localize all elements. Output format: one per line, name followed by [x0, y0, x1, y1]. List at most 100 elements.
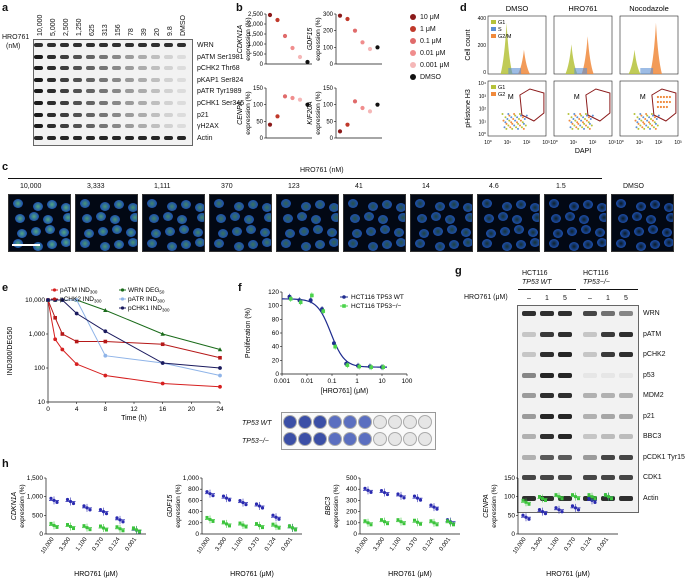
h-point: [544, 499, 547, 503]
panel-a-ylabel: HRO761: [2, 34, 30, 41]
g-band: [558, 331, 572, 337]
e-legend-subscript: 50: [159, 290, 165, 295]
blot-band: [164, 112, 173, 117]
blot-band: [112, 54, 121, 59]
b-ytick-label: 500: [253, 52, 264, 58]
e-ylabel: IND300/DEG50: [7, 327, 14, 376]
h-ytick-label: 100: [346, 520, 357, 527]
h-point: [402, 496, 406, 500]
d-gate-dot: [656, 100, 660, 104]
e-legend-label: pCHK2 IND300: [60, 296, 102, 304]
h-gene-label: GDF15: [167, 495, 174, 518]
e-point: [103, 339, 108, 344]
d-scatter-dot: [653, 116, 656, 119]
blot-band: [151, 54, 160, 59]
h-point: [369, 523, 373, 527]
c-nucleus: [396, 203, 405, 212]
blot-band: [47, 101, 56, 105]
f-legend-label: HCT116 TP53−/−: [351, 303, 402, 310]
d-gate-dot: [656, 95, 660, 99]
blot-band: [177, 124, 186, 129]
b-ytick-label: 0: [260, 62, 264, 68]
blot-row-label: pATM Ser1981: [197, 53, 244, 61]
b-unit-label: expression (%): [315, 91, 322, 134]
c-nucleus: [664, 203, 673, 212]
d-scatter-dot: [583, 127, 585, 130]
h-ytick-label: 600: [188, 497, 199, 504]
d-scatter-dot: [522, 122, 525, 125]
h-point: [382, 490, 387, 495]
g-band: [583, 372, 597, 378]
d-hist-peak: [500, 22, 513, 74]
d-scatter-dot: [646, 114, 649, 117]
d-top-ytick: 200: [478, 43, 487, 49]
g-row-label: pATM: [643, 330, 662, 338]
h-point: [65, 497, 70, 502]
d-hist-peak: [649, 22, 662, 74]
blot-row-label: WRN: [197, 42, 214, 49]
c-nucleus: [449, 240, 459, 249]
f-point: [357, 364, 362, 369]
f-well: [283, 432, 297, 446]
d-xtick-label: 10⁰: [550, 140, 558, 146]
h-point: [593, 500, 597, 504]
g-lane-label: 1: [606, 295, 610, 302]
h-point: [402, 522, 406, 526]
c-nucleus: [516, 240, 526, 249]
c-nucleus: [646, 215, 656, 224]
blot-band: [112, 77, 121, 82]
g-lane-label: –: [588, 295, 592, 302]
h-point: [415, 496, 420, 500]
c-image-label: DMSO: [623, 183, 644, 190]
c-nucleus: [244, 215, 254, 224]
g-band: [601, 454, 615, 460]
g-band: [601, 475, 615, 480]
d-xtick-label: 10¹: [504, 140, 512, 146]
c-nucleus: [216, 214, 226, 223]
h-point: [452, 523, 455, 527]
d-legend-top-label: G1: [498, 20, 505, 26]
blot-row-label: pCHK2 Thr68: [197, 65, 240, 73]
f-well: [418, 415, 432, 429]
g-band: [619, 434, 633, 439]
d-hist-s-phase: [508, 68, 522, 74]
h-point: [386, 522, 389, 526]
blot-band: [151, 124, 160, 129]
c-nucleus: [532, 213, 539, 222]
b-point: [282, 94, 288, 99]
b-ytick-label: 1,500: [248, 32, 264, 38]
h-point: [385, 492, 390, 497]
c-nucleus: [13, 239, 23, 248]
c-nucleus: [378, 215, 388, 224]
d-scatter-dot: [650, 117, 652, 120]
g-band: [619, 495, 633, 501]
g-band: [583, 352, 597, 357]
c-nucleus: [45, 225, 55, 234]
e-legend-marker: [52, 288, 57, 292]
c-nucleus: [82, 214, 92, 223]
d-scatter-dot: [571, 122, 574, 125]
d-column-title: DMSO: [506, 4, 529, 13]
blot-band: [34, 54, 43, 59]
c-nucleus: [297, 212, 307, 221]
h-point: [228, 524, 231, 528]
e-legend-subscript: 300: [162, 308, 170, 313]
f-well: [343, 415, 357, 429]
blot-band: [151, 77, 160, 82]
c-nucleus: [234, 202, 244, 211]
c-nucleus: [636, 242, 646, 251]
c-nucleus: [47, 200, 57, 209]
h-point: [132, 526, 135, 530]
d-scatter-dot: [589, 117, 592, 120]
h-point: [574, 495, 577, 499]
c-nucleus: [167, 242, 177, 251]
h-point: [593, 497, 597, 501]
c-image-label: 10,000: [20, 183, 42, 190]
h-ytick-label: 50: [508, 512, 516, 519]
f-point: [288, 297, 293, 301]
panel-a-label: a: [2, 2, 9, 14]
d-gate-dot: [665, 105, 669, 109]
d-scatter-dot: [640, 119, 643, 122]
b-ytick-label: 1,000: [248, 42, 264, 48]
d-gate-label: M: [574, 94, 580, 101]
